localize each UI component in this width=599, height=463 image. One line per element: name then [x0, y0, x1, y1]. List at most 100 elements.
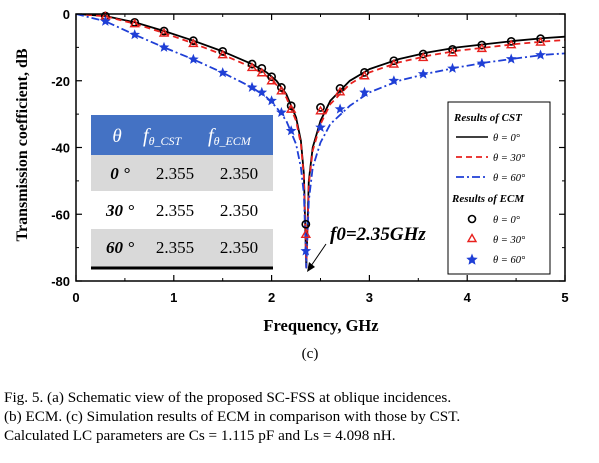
ecm-point-star: [315, 121, 326, 132]
x-tick-label: 2: [268, 290, 275, 305]
legend-label: θ = 60°: [493, 173, 526, 184]
ecm-point-circle: [316, 103, 325, 112]
ecm-point-triangle: [246, 62, 258, 72]
legend-title-ecm: Results of ECM: [451, 193, 525, 205]
ecm-point-circle: [188, 36, 198, 46]
ecm-point-triangle: [417, 52, 429, 62]
ecm-point-star: [300, 245, 312, 256]
ecm-point-triangle: [388, 58, 400, 68]
series-markers: [100, 11, 546, 256]
y-axis: 0 -20 -40 -60 -80: [51, 7, 565, 289]
ecm-point-star: [266, 95, 277, 106]
table-header-theta: θ: [112, 126, 121, 147]
y-tick-label: 0: [63, 7, 70, 22]
ecm-point-triangle: [266, 75, 277, 85]
ecm-point-star: [334, 103, 346, 114]
ecm-point-circle: [360, 68, 369, 77]
ecm-point-star: [188, 53, 199, 64]
ecm-point-star: [246, 81, 258, 92]
ecm-point-circle: [276, 83, 286, 92]
x-tick-label: 4: [464, 290, 472, 305]
resonance-annotation: f0=2.35GHz: [307, 224, 426, 272]
ecm-point-star: [276, 106, 287, 117]
ecm-point-triangle: [359, 70, 370, 80]
ecm-point-star: [158, 41, 170, 52]
ecm-point-star: [388, 75, 400, 86]
ecm-point-circle: [506, 36, 516, 46]
ecm-point-triangle: [505, 39, 517, 49]
x-tick-label: 1: [170, 290, 177, 305]
ecm-point-star: [447, 62, 458, 73]
ecm-point-triangle: [447, 47, 458, 57]
ecm-point-star: [256, 86, 268, 97]
table-header-cst: fθ_CST: [143, 125, 182, 148]
ecm-point-star: [100, 15, 111, 26]
annotation-arrow-line: [310, 243, 327, 267]
table-row-cst: 2.355: [156, 238, 194, 257]
ecm-point-triangle: [334, 86, 346, 96]
ecm-point-circle: [267, 72, 276, 82]
legend-marker-ecm-60: [466, 253, 478, 265]
x-tick-label: 5: [561, 290, 568, 305]
ecm-point-triangle: [285, 103, 297, 113]
ecm-point-circle: [218, 46, 228, 56]
ecm-point-star: [535, 49, 546, 60]
ecm-point-triangle: [276, 85, 287, 95]
series-lines: [76, 14, 565, 269]
ecm-point-triangle: [158, 27, 170, 37]
x-tick-label: 0: [72, 290, 79, 305]
table-row-bg-1: [91, 155, 273, 191]
ecm-point-star: [217, 67, 228, 78]
ecm-point-triangle: [129, 18, 140, 28]
ecm-point-star: [285, 125, 297, 136]
table-header-bg: [91, 115, 273, 155]
ecm-point-star: [476, 57, 488, 68]
caption-line-1: Fig. 5. (a) Schematic view of the propos…: [4, 389, 452, 406]
ecm-point-circle: [448, 44, 457, 54]
ecm-point-triangle: [217, 49, 228, 59]
table-header-ecm-main: f: [208, 125, 216, 147]
y-tick-label: -60: [51, 207, 70, 222]
legend-label: θ = 30°: [493, 153, 526, 164]
ecm-point-circle: [477, 40, 487, 50]
ecm-point-triangle: [256, 67, 268, 77]
ecm-point-triangle: [315, 105, 326, 115]
caption-line-2: (b) ECM. (c) Simulation results of ECM i…: [4, 408, 461, 425]
x-axis-label: Frequency, GHz: [263, 316, 378, 335]
data-table: θ fθ_CST fθ_ECM 0 ° 2.355 2.350 30 ° 2.3…: [91, 115, 273, 270]
ecm-point-circle: [257, 64, 267, 73]
table-row-ecm: 2.350: [220, 238, 258, 257]
table-row-angle: 0 °: [110, 164, 130, 183]
panel-label: (c): [302, 346, 319, 362]
ecm-point-circle: [335, 84, 345, 93]
ecm-point-triangle: [188, 38, 199, 48]
ecm-point-circle: [286, 101, 296, 111]
legend-frame: [447, 101, 551, 275]
table-row-ecm: 2.350: [220, 164, 258, 183]
y-tick-label: -80: [51, 274, 70, 289]
ecm-point-star: [359, 86, 370, 97]
table-row-bg-3: [91, 229, 273, 267]
x-tick-label: 3: [366, 290, 373, 305]
legend-label: θ = 60°: [493, 255, 526, 266]
ecm-point-star: [417, 68, 429, 79]
table-row-angle: 60 °: [106, 238, 134, 257]
table-header-ecm-sub: θ_ECM: [214, 134, 252, 148]
annotation-arrowhead: [307, 262, 315, 272]
y-tick-label: -20: [51, 74, 70, 89]
annotation-label: f0=2.35GHz: [330, 224, 426, 245]
table-header-cst-sub: θ_CST: [149, 134, 183, 148]
figure: 0 -20 -40 -60 -80 0 1 2 3 4 5 Transmission coeffi…: [14, 7, 569, 362]
ecm-point-circle: [418, 49, 428, 59]
table-row-cst: 2.355: [156, 201, 194, 220]
ecm-point-star: [129, 29, 140, 40]
legend-marker-ecm-30: [466, 233, 478, 243]
ecm-point-circle: [536, 34, 545, 44]
table-row-ecm: 2.350: [220, 201, 258, 220]
legend-label: θ = 0°: [493, 133, 521, 144]
y-tick-label: -40: [51, 141, 70, 156]
ecm-point-circle: [301, 219, 311, 229]
legend-label: θ = 30°: [493, 235, 526, 246]
legend-marker-ecm-0: [467, 214, 477, 224]
ecm-point-triangle: [535, 36, 546, 46]
